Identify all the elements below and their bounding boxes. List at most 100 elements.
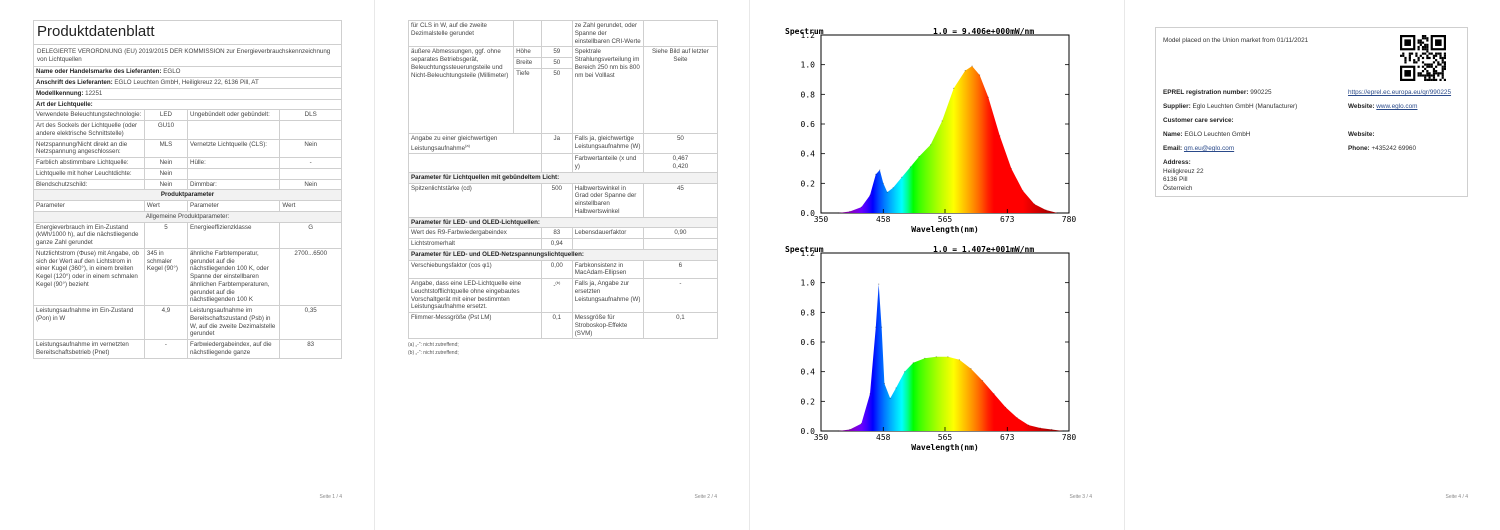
data-point	[1005, 406, 1007, 408]
y-tick-label: 0.2	[801, 397, 816, 406]
cell: Lebensdauerfaktor	[571, 227, 644, 240]
data-point	[879, 169, 881, 171]
cell: Breite	[513, 57, 542, 69]
data-point	[970, 368, 972, 370]
data-point	[1056, 212, 1059, 214]
x-tick-label: 458	[876, 215, 891, 224]
cell: 0,35	[279, 305, 342, 340]
table-row: für CLS in W, auf die zweite Dezimalstel…	[407, 19, 719, 48]
data-point	[878, 283, 880, 285]
supplier-label: Supplier:	[1163, 103, 1191, 110]
y-tick-label: 1.2	[801, 31, 816, 40]
cell: 345 in schmaler Kegel (90°)	[143, 247, 188, 307]
dims-label: äußere Abmessungen, ggf. ohne separates …	[407, 46, 515, 134]
y-tick-label: 1.0	[801, 279, 816, 288]
cell: DLS	[279, 109, 342, 121]
eprel-link[interactable]: https://eprel.ec.europa.eu/qr/990225	[1348, 89, 1452, 96]
y-tick-label: 1.0	[801, 61, 816, 70]
footnote-ref: (a)	[465, 142, 470, 148]
column-header: Wert	[279, 200, 342, 212]
cell	[279, 120, 342, 140]
data-point	[924, 357, 926, 359]
cell: ze Zahl gerundet, oder Spanne der einste…	[571, 19, 644, 48]
spectrum-area	[838, 66, 1058, 213]
y-tick-label: 0.4	[801, 150, 816, 159]
table-row: Flimmer-Messgröße (Pst LM) 0,1 Messgröße…	[408, 312, 719, 340]
cell: 0,90	[642, 227, 719, 240]
chart-title: Spectrum	[785, 27, 824, 36]
x-tick-label: 565	[938, 433, 953, 442]
cell: Wert des R9-Farbwiedergabeindex	[408, 227, 542, 240]
data-point	[895, 387, 897, 389]
data-point	[1051, 428, 1053, 431]
type-header: Art der Lichtquelle:	[33, 98, 342, 111]
cell: -	[642, 278, 719, 314]
cell: Verwendete Beleuchtungstechnologie:	[33, 109, 145, 121]
cell: Halbwertswinkel in Grad oder Spanne der …	[571, 182, 644, 218]
qr-code-icon[interactable]	[1400, 35, 1446, 81]
care-website-label: Website:	[1348, 131, 1375, 138]
email-link[interactable]: qm.eu@eglo.com	[1183, 145, 1235, 152]
page-number: Seite 4 / 4	[1445, 494, 1468, 500]
x-axis-label: Wavelength(nm)	[911, 443, 978, 452]
cell: GU10	[143, 120, 188, 140]
table-row: äußere Abmessungen, ggf. ohne separates …	[407, 46, 719, 134]
data-point	[953, 87, 955, 89]
spectrum-chart-2: 0.0 0.2 0.4 0.6 0.8 1.0 1.2 350 458 565 673 780 Spec…	[783, 243, 1083, 458]
equiv-label: Angabe zu einer gleichwertigen Leistungs…	[411, 134, 498, 152]
data-point	[1039, 427, 1041, 429]
address-line: Österreich	[1163, 184, 1193, 192]
page-number: Seite 2 / 4	[694, 494, 717, 500]
page-1: Produktdatenblatt DELEGIERTE VERORDNUNG …	[0, 0, 375, 530]
cell	[186, 167, 281, 180]
cell	[513, 19, 542, 48]
cell: für CLS in W, auf die zweite Dezimalstel…	[407, 19, 515, 48]
supplier-row: Supplier: Eglo Leuchten GmbH (Manufactur…	[1163, 103, 1297, 110]
table-row: Wert des R9-Farbwiedergabeindex 83 Leben…	[408, 227, 719, 240]
cell	[540, 19, 573, 48]
chart-title: Spectrum	[785, 245, 824, 254]
data-point	[882, 182, 884, 184]
chart-scale-caption: 1.0 = 9.406e+000mW/nm	[933, 27, 1034, 36]
address-row: Anschrift des Lieferanten: EGLO Leuchten…	[33, 77, 342, 89]
data-point	[1045, 209, 1047, 211]
y-tick-label: 0.8	[801, 90, 816, 99]
model-value: 12251	[85, 89, 103, 97]
email-row: Email: qm.eu@eglo.com	[1163, 145, 1234, 152]
column-header: Parameter	[186, 200, 281, 212]
data-point	[958, 359, 960, 361]
data-point	[849, 210, 851, 213]
table-row: Lichtstromerhalt 0,94	[408, 238, 719, 250]
cell: MLS	[143, 138, 188, 158]
cell: Falls ja, Angabe zur ersetzten Leistungs…	[571, 278, 644, 314]
cell: Flimmer-Messgröße (Pst LM)	[408, 312, 542, 340]
cell: 6	[642, 259, 719, 280]
table-row: Netzspannung/Nicht direkt an die Netzspa…	[33, 138, 342, 158]
cell: 50	[540, 57, 573, 69]
website-label: Website:	[1348, 103, 1375, 110]
cell: Nein	[143, 167, 188, 180]
data-point	[918, 156, 920, 158]
y-tick-label: 0.4	[801, 368, 816, 377]
footnote-b: (b) „-“: nicht zutreffend;	[408, 350, 459, 357]
data-point	[860, 423, 862, 425]
x-tick-label: 673	[1000, 433, 1015, 442]
page-number: Seite 3 / 4	[1069, 494, 1092, 500]
data-point	[909, 166, 911, 168]
data-point	[883, 382, 885, 385]
cell: 45	[642, 182, 719, 218]
y-tick-label: 0.6	[801, 120, 816, 129]
led-header: Parameter für LED- und OLED-Lichtquellen…	[408, 216, 718, 229]
address-line: Heiligkreuz 22	[1163, 168, 1204, 175]
eprel-label: EPREL registration number:	[1163, 89, 1249, 96]
website-link[interactable]: www.eglo.com	[1376, 103, 1418, 110]
data-point	[941, 120, 943, 122]
data-point	[1033, 203, 1035, 205]
cell: Nein	[279, 138, 342, 158]
param-columns: Parameter Wert Parameter Wert	[33, 200, 342, 212]
spectral-label: Spektrale Strahlungsverteilung im Bereic…	[571, 46, 644, 134]
cell: Dimmbar:	[186, 178, 281, 191]
x-tick-label: 780	[1062, 215, 1077, 224]
x-tick-label: 458	[876, 433, 891, 442]
cell: Nein	[143, 178, 188, 191]
